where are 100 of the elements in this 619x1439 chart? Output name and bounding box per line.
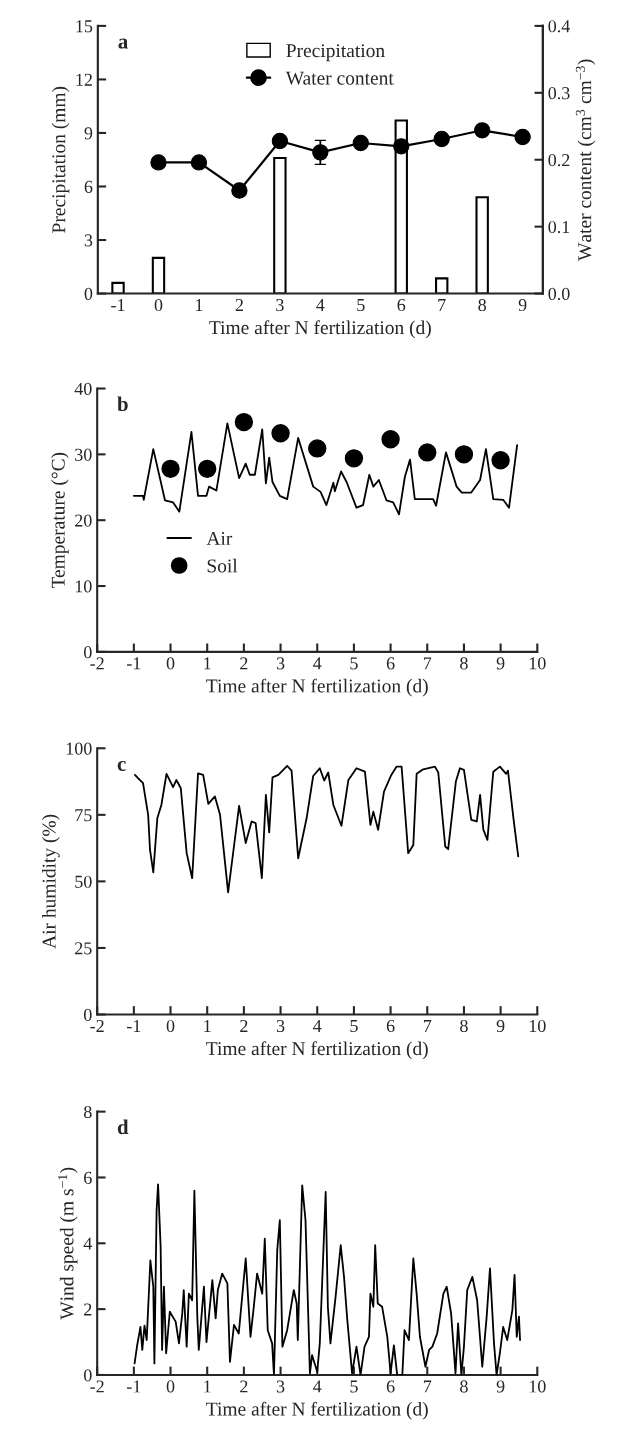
y-tick-label: 25 — [75, 942, 92, 955]
line-series — [133, 1183, 521, 1375]
x-tick-label: 7 — [423, 1380, 432, 1393]
x-tick-label: -2 — [90, 1380, 104, 1393]
y-tick-label: 100 — [66, 742, 92, 755]
x-tick-label: 0 — [166, 1019, 175, 1033]
x-tick-label: -2 — [90, 1019, 104, 1032]
point — [161, 459, 180, 479]
x-tick-label: 7 — [438, 299, 446, 311]
x-tick-label: 3 — [276, 1380, 285, 1393]
y-tick-label: 0 — [83, 646, 92, 659]
x-tick-label: 6 — [397, 298, 406, 312]
y-tick-label: 0 — [83, 1369, 92, 1382]
x-tick-label: 5 — [350, 1380, 358, 1393]
annotation: d — [117, 1119, 129, 1135]
x-tick-label: 4 — [313, 1380, 322, 1393]
x-tick-label: 5 — [350, 1020, 358, 1033]
x-tick-label: 8 — [460, 657, 468, 670]
point — [474, 122, 491, 139]
y-tick-label: 6 — [84, 1171, 92, 1184]
x-tick-label: 3 — [276, 1019, 285, 1033]
x-tick-label: 3 — [276, 657, 285, 670]
x-tick-label: 4 — [313, 1020, 322, 1032]
y-tick-label: 4 — [83, 1237, 93, 1250]
x-tick-label: 9 — [496, 657, 505, 670]
x-tick-label: 10 — [529, 1380, 546, 1393]
point — [514, 128, 531, 146]
annotation: a — [118, 38, 128, 49]
x-tick-label: 10 — [529, 1019, 546, 1033]
line-series — [134, 764, 520, 894]
point — [491, 451, 510, 470]
x-tick-label: 4 — [316, 299, 325, 311]
x-tick-label: 2 — [240, 1019, 248, 1032]
line-series — [132, 422, 519, 516]
y2-tick-label: 0.4 — [548, 20, 571, 33]
bar — [475, 196, 489, 294]
x-tick-label: 1 — [204, 1380, 211, 1393]
y2-tick-label: 0.0 — [548, 287, 570, 301]
bar — [151, 256, 166, 294]
legend-label: Water content — [285, 71, 394, 85]
x-axis-title: Time after N fertilization (d) — [206, 1401, 428, 1420]
y2-axis-title: Water content (cm$^{3}$ cm$^{−3}$) — [575, 59, 596, 261]
point — [198, 459, 217, 479]
x-tick-label: 0 — [166, 1380, 175, 1393]
x-tick-label: -1 — [127, 1019, 141, 1032]
y-tick-label: 15 — [76, 20, 93, 33]
point — [308, 439, 327, 458]
bar — [435, 277, 449, 294]
x-tick-label: 6 — [386, 1380, 395, 1393]
y-tick-label: 10 — [75, 580, 92, 593]
x-tick-label: 5 — [357, 299, 365, 312]
y-tick-label: 8 — [83, 1105, 92, 1119]
y-axis-title: Wind speed (m s$^{−1}$) — [58, 1167, 78, 1320]
annotation: b — [117, 396, 128, 412]
x-tick-label: 0 — [166, 657, 175, 670]
point — [433, 130, 450, 148]
y-tick-label: 40 — [74, 382, 92, 395]
point — [234, 412, 254, 432]
x-tick-label: -1 — [127, 657, 141, 670]
point — [352, 134, 369, 152]
x-tick-label: 4 — [313, 657, 322, 670]
x-tick-label: 8 — [460, 1380, 468, 1393]
y-tick-label: 30 — [75, 448, 92, 461]
point — [418, 443, 437, 462]
x-tick-label: 6 — [386, 657, 395, 670]
x-tick-label: 9 — [518, 298, 527, 312]
bar — [273, 156, 287, 294]
point — [231, 182, 248, 199]
x-tick-label: -1 — [111, 299, 125, 311]
y-tick-label: 12 — [76, 73, 92, 86]
legend-label: Air — [206, 531, 233, 545]
y-axis-title: Temperature (°C) — [51, 452, 69, 589]
legend-label: Soil — [207, 558, 238, 573]
point — [381, 430, 400, 449]
point — [271, 424, 290, 443]
x-tick-label: 5 — [350, 657, 358, 670]
point — [393, 138, 410, 155]
x-tick-label: 7 — [423, 1020, 432, 1032]
x-tick-label: 7 — [423, 657, 432, 670]
y-tick-label: 20 — [75, 514, 92, 527]
point — [190, 154, 208, 171]
x-tick-label: -2 — [90, 657, 104, 670]
x-tick-label: 1 — [196, 299, 203, 311]
x-tick-label: 6 — [386, 1019, 395, 1033]
x-tick-label: 0 — [154, 298, 163, 312]
y-tick-label: 2 — [84, 1303, 92, 1316]
legend-label: Precipitation — [286, 44, 385, 62]
x-tick-label: 2 — [235, 298, 243, 311]
x-tick-label: 8 — [460, 1019, 468, 1033]
y-tick-label: 50 — [75, 875, 92, 888]
annotation: c — [117, 760, 126, 771]
x-tick-label: 2 — [240, 1380, 248, 1393]
x-tick-label: 2 — [240, 657, 248, 670]
y-axis-title: Air humidity (%) — [41, 814, 60, 949]
x-axis-title: Time after N fertilization (d) — [206, 678, 428, 697]
y2-tick-label: 0.2 — [548, 153, 570, 167]
x-tick-label: 8 — [478, 298, 486, 312]
bar — [111, 281, 125, 294]
y-tick-label: 75 — [75, 809, 92, 822]
x-tick-label: 9 — [496, 1019, 505, 1033]
